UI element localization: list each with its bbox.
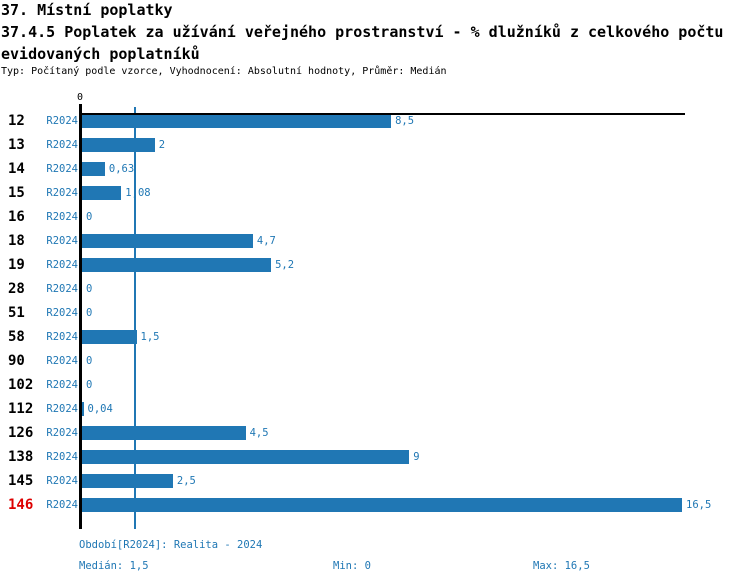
row-period-label: R2024 xyxy=(46,139,78,151)
value-label: 1,5 xyxy=(140,331,160,343)
row-category-label: 138 xyxy=(8,449,34,465)
chart-row: 146 R2024 16,5 xyxy=(0,498,750,512)
value-bar xyxy=(82,474,173,488)
y-axis-line xyxy=(79,104,82,529)
report-subtitle-line2: evidovaných poplatníků xyxy=(1,45,200,63)
value-bar xyxy=(82,186,122,200)
row-category-label: 90 xyxy=(8,353,25,369)
footer-min-label: Min: 0 xyxy=(333,560,371,572)
chart-row: 28 R2024 0 xyxy=(0,282,750,296)
row-category-label: 15 xyxy=(8,185,25,201)
value-bar xyxy=(82,426,246,440)
value-bar xyxy=(82,330,137,344)
row-category-label: 51 xyxy=(8,305,25,321)
value-label: 0,04 xyxy=(87,403,113,415)
chart-row: 14 R2024 0,63 xyxy=(0,162,750,176)
value-bar xyxy=(82,138,155,152)
report-subtitle-line1: 37.4.5 Poplatek za užívání veřejného pro… xyxy=(1,23,724,41)
row-period-label: R2024 xyxy=(46,499,78,511)
row-period-label: R2024 xyxy=(46,475,78,487)
row-category-label: 58 xyxy=(8,329,25,345)
value-label: 4,7 xyxy=(256,235,276,247)
chart-row: 19 R2024 5,2 xyxy=(0,258,750,272)
row-period-label: R2024 xyxy=(46,163,78,175)
row-period-label: R2024 xyxy=(46,235,78,247)
value-label: 0 xyxy=(86,211,93,223)
value-label: 2,5 xyxy=(176,475,196,487)
value-label: 0 xyxy=(86,283,93,295)
chart-row: 51 R2024 0 xyxy=(0,306,750,320)
value-label: 16,5 xyxy=(686,499,712,511)
row-category-label: 14 xyxy=(8,161,25,177)
row-period-label: R2024 xyxy=(46,211,78,223)
value-label: 0 xyxy=(86,355,93,367)
row-period-label: R2024 xyxy=(46,331,78,343)
value-label: 2 xyxy=(158,139,166,151)
row-period-label: R2024 xyxy=(46,451,78,463)
report-title: 37. Místní poplatky xyxy=(1,1,173,19)
value-label: 4,5 xyxy=(249,427,269,439)
row-category-label: 19 xyxy=(8,257,25,273)
value-label: 0 xyxy=(86,379,93,391)
row-period-label: R2024 xyxy=(46,355,78,367)
chart-row: 112 R2024 0,04 xyxy=(0,402,750,416)
value-label: 5,2 xyxy=(275,259,295,271)
value-bar xyxy=(82,162,105,176)
row-category-label: 145 xyxy=(8,473,34,489)
chart-row: 90 R2024 0 xyxy=(0,354,750,368)
value-bar xyxy=(82,234,253,248)
row-period-label: R2024 xyxy=(46,259,78,271)
value-label: 1,08 xyxy=(125,187,151,199)
row-category-label: 102 xyxy=(8,377,34,393)
chart-row: 138 R2024 9 xyxy=(0,450,750,464)
value-label: 8,5 xyxy=(395,115,415,127)
chart-row: 12 R2024 8,5 xyxy=(0,114,750,128)
row-period-label: R2024 xyxy=(46,379,78,391)
median-reference-line xyxy=(134,107,136,529)
chart-row: 16 R2024 0 xyxy=(0,210,750,224)
row-period-label: R2024 xyxy=(46,115,78,127)
value-bar xyxy=(82,258,272,272)
footer-period-label: Období[R2024]: Realita - 2024 xyxy=(79,539,263,551)
value-label: 9 xyxy=(413,451,420,463)
footer-median-label: Medián: 1,5 xyxy=(79,560,149,572)
value-label: 0,63 xyxy=(108,163,135,175)
footer-max-label: Max: 16,5 xyxy=(533,560,590,572)
report-meta: Typ: Počítaný podle vzorce, Vyhodnocení:… xyxy=(1,66,447,77)
chart-row: 126 R2024 4,5 xyxy=(0,426,750,440)
value-bar xyxy=(82,450,410,464)
value-bar xyxy=(82,402,84,416)
row-period-label: R2024 xyxy=(46,283,78,295)
row-category-label: 126 xyxy=(8,425,34,441)
row-period-label: R2024 xyxy=(46,187,78,199)
row-period-label: R2024 xyxy=(46,403,78,415)
value-bar xyxy=(82,498,682,512)
chart-row: 15 R2024 1,08 xyxy=(0,186,750,200)
chart-row: 13 R2024 2 xyxy=(0,138,750,152)
row-period-label: R2024 xyxy=(46,307,78,319)
chart-row: 145 R2024 2,5 xyxy=(0,474,750,488)
row-category-label: 12 xyxy=(8,113,25,129)
row-category-label: 28 xyxy=(8,281,25,297)
row-category-label: 16 xyxy=(8,209,25,225)
value-label: 0 xyxy=(86,307,93,319)
chart-row: 102 R2024 0 xyxy=(0,378,750,392)
row-category-label: 18 xyxy=(8,233,25,249)
row-category-label: 146 xyxy=(8,497,34,513)
row-period-label: R2024 xyxy=(46,427,78,439)
row-category-label: 112 xyxy=(8,401,34,417)
chart-row: 18 R2024 4,7 xyxy=(0,234,750,248)
value-bar xyxy=(82,114,392,128)
x-axis-line xyxy=(79,113,685,115)
row-category-label: 13 xyxy=(8,137,25,153)
chart-row: 58 R2024 1,5 xyxy=(0,330,750,344)
x-axis-zero-tick-label: 0 xyxy=(76,92,84,103)
